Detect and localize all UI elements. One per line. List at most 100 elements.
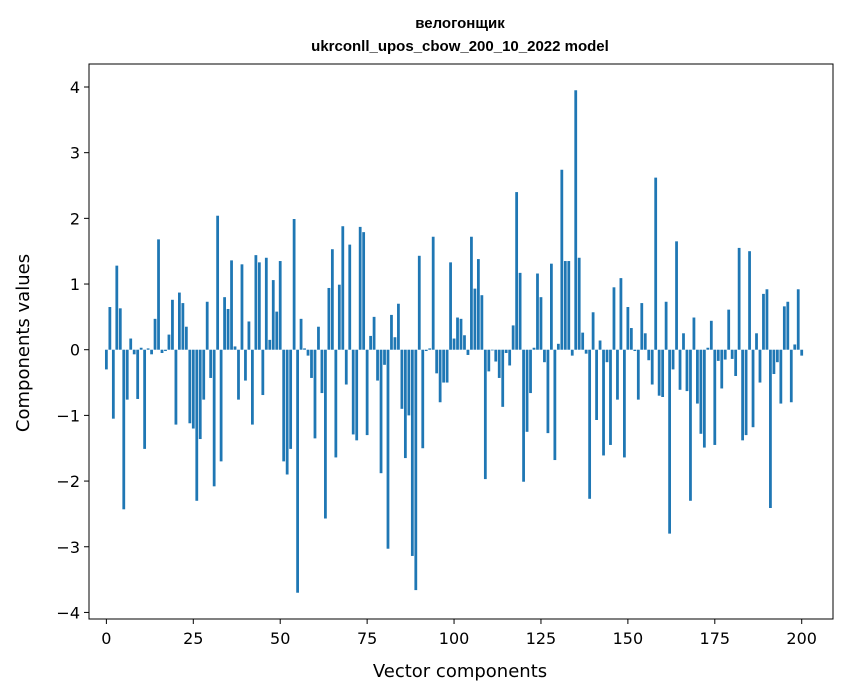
bar-60 (313, 349, 317, 439)
bar-99 (449, 262, 452, 350)
bar-141 (595, 349, 598, 420)
bar-98 (445, 349, 449, 383)
bar-111 (490, 349, 494, 351)
bar-154 (640, 303, 644, 350)
bar-121 (525, 349, 529, 432)
bar-67 (337, 284, 341, 350)
bar-46 (264, 257, 268, 350)
bar-134 (570, 349, 574, 356)
bar-124 (536, 273, 539, 350)
bar-149 (623, 349, 626, 458)
bar-197 (789, 349, 793, 403)
bar-30 (209, 349, 213, 378)
bar-57 (303, 348, 306, 350)
bar-52 (285, 349, 289, 475)
y-tick-label--1: −1 (56, 406, 80, 425)
bar-151 (629, 328, 633, 350)
bar-25 (191, 349, 195, 429)
bar-93 (428, 348, 432, 350)
bar-143 (602, 349, 605, 456)
bar-34 (223, 297, 226, 350)
bar-162 (668, 349, 671, 534)
bar-200 (800, 349, 804, 356)
y-tick-label--4: −4 (56, 603, 80, 622)
bar-117 (511, 325, 515, 350)
bar-54 (292, 219, 296, 350)
bar-114 (501, 349, 505, 407)
bar-126 (543, 349, 546, 363)
x-axis-label: Vector components (373, 661, 547, 682)
bar-50 (278, 261, 282, 350)
bar-132 (563, 261, 567, 350)
bar-170 (696, 349, 699, 404)
bar-136 (577, 257, 581, 350)
bar-123 (532, 347, 536, 350)
y-tick-label--3: −3 (56, 538, 80, 557)
bar-122 (529, 349, 532, 394)
bar-174 (709, 320, 713, 350)
bar-131 (560, 169, 564, 350)
bar-64 (327, 287, 331, 350)
bar-59 (310, 349, 313, 378)
bar-103 (463, 335, 466, 350)
bar-110 (487, 349, 491, 372)
bar-68 (341, 226, 345, 350)
bar-91 (421, 349, 425, 449)
bar-157 (650, 349, 654, 385)
bar-108 (480, 295, 484, 350)
bar-10 (139, 347, 143, 350)
bar-179 (727, 309, 731, 350)
bar-156 (647, 349, 651, 361)
bar-49 (275, 311, 279, 350)
bar-163 (671, 349, 675, 370)
bar-105 (470, 236, 473, 350)
bars-group (104, 90, 804, 593)
bar-32 (216, 215, 220, 350)
bar-55 (296, 349, 299, 593)
x-tick-label-100: 100 (439, 629, 470, 648)
bar-37 (233, 346, 237, 350)
bar-177 (720, 349, 724, 389)
bar-18 (167, 334, 171, 350)
bar-191 (769, 349, 772, 508)
bar-145 (609, 349, 612, 445)
bar-62 (320, 349, 324, 394)
bar-73 (358, 226, 362, 350)
bar-142 (598, 340, 602, 350)
bar-190 (765, 289, 769, 350)
bar-83 (393, 337, 397, 350)
bar-24 (188, 349, 192, 424)
bar-133 (567, 261, 571, 350)
bar-85 (400, 349, 404, 409)
bar-183 (741, 349, 744, 441)
bar-40 (244, 349, 247, 381)
bar-22 (181, 303, 185, 350)
bar-74 (362, 232, 366, 350)
y-axis: −4 −3 −2 −1 0 1 2 3 4 (56, 78, 89, 622)
chart-subtitle: ukrconll_upos_cbow_200_10_2022 model (311, 38, 609, 55)
bar-181 (734, 349, 738, 376)
bar-36 (230, 260, 233, 350)
bar-165 (678, 349, 682, 390)
bar-101 (456, 317, 459, 350)
bar-12 (146, 348, 150, 350)
bar-15 (157, 239, 160, 350)
bar-6 (125, 349, 129, 400)
bar-14 (153, 318, 157, 350)
bar-84 (397, 303, 400, 350)
bar-28 (202, 349, 206, 400)
x-tick-label-150: 150 (613, 629, 644, 648)
bar-153 (636, 349, 640, 400)
bar-159 (657, 349, 661, 396)
bar-16 (160, 349, 164, 353)
y-axis-label: Components values (13, 254, 34, 432)
bar-71 (351, 349, 355, 435)
bar-135 (574, 90, 578, 350)
bar-139 (588, 349, 592, 499)
bar-100 (452, 338, 456, 350)
bar-21 (178, 292, 181, 350)
x-tick-label-0: 0 (101, 629, 111, 648)
bar-56 (299, 318, 303, 350)
bar-97 (442, 349, 446, 383)
bar-94 (431, 236, 435, 350)
